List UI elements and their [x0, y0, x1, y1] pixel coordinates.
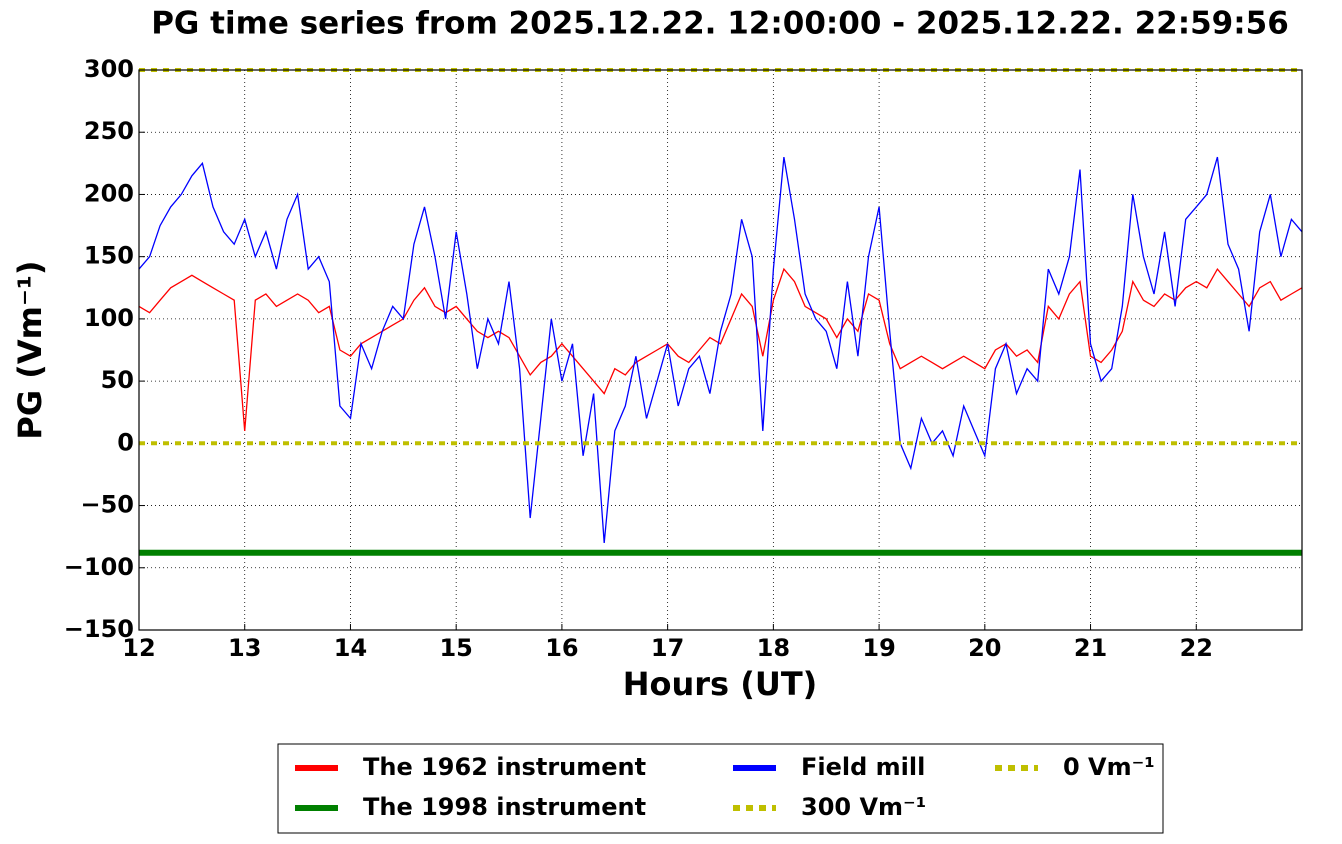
x-tick-label: 19 [862, 634, 895, 662]
x-tick-label: 15 [439, 634, 472, 662]
chart-title: PG time series from 2025.12.22. 12:00:00… [151, 6, 1289, 42]
x-tick-label: 13 [228, 634, 261, 662]
legend-label: 300 Vm⁻¹ [801, 793, 926, 821]
x-tick-label: 16 [545, 634, 578, 662]
y-tick-label: 50 [101, 366, 134, 394]
y-tick-label: 300 [84, 55, 134, 83]
legend-box [277, 743, 1164, 834]
y-tick-label: 100 [84, 304, 134, 332]
x-tick-label: 18 [757, 634, 790, 662]
y-tick-label: 200 [84, 179, 134, 207]
plot-frame [138, 69, 1303, 631]
y-tick-label: 0 [117, 428, 134, 456]
y-tick-label: −100 [64, 553, 134, 581]
x-tick-label: 14 [334, 634, 367, 662]
legend-label: Field mill [801, 753, 925, 781]
y-tick-label: −50 [80, 491, 134, 519]
x-tick-label: 22 [1180, 634, 1213, 662]
y-tick-label: 250 [84, 117, 134, 145]
y-tick-label: 150 [84, 242, 134, 270]
series-line [138, 156, 1303, 543]
legend-label: 0 Vm⁻¹ [1063, 753, 1155, 781]
x-tick-label: 12 [122, 634, 155, 662]
series-line [138, 267, 1303, 431]
legend-label: The 1962 instrument [363, 753, 646, 781]
x-axis-label: Hours (UT) [623, 665, 818, 703]
x-tick-label: 20 [968, 634, 1001, 662]
x-tick-label: 17 [651, 634, 684, 662]
y-tick-label: −150 [64, 615, 134, 643]
x-tick-label: 21 [1074, 634, 1107, 662]
legend-label: The 1998 instrument [363, 793, 646, 821]
y-axis-label: PG (Vm⁻¹) [11, 260, 49, 439]
